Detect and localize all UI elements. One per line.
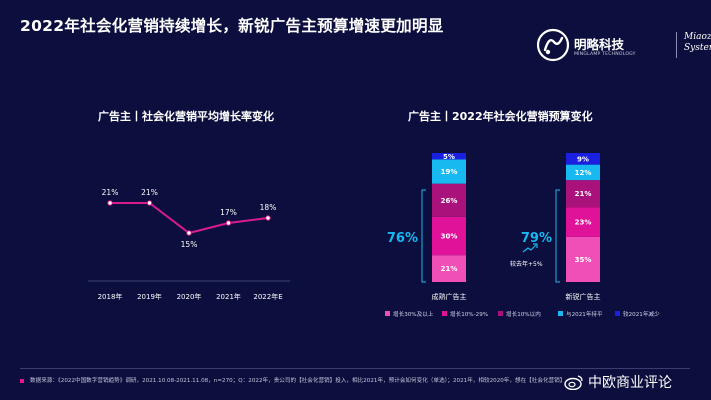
bar-total-label: 79% [521, 231, 552, 246]
total-bracket [555, 189, 560, 283]
bar-segment-label: 30% [441, 233, 458, 241]
watermark-text: 中欧商业评论 [588, 375, 672, 391]
line-data-label: 21% [102, 188, 119, 197]
line-x-tick-label: 2019年 [137, 292, 162, 301]
bar-segment [432, 159, 466, 184]
legend-label: 与2021年持平 [566, 310, 603, 318]
line-chart-title: 广告主丨社会化营销平均增长率变化 [98, 110, 274, 123]
total-bracket [421, 189, 426, 283]
line-point [265, 215, 271, 221]
weibo-icon [564, 375, 583, 390]
bar-segment-label: 35% [575, 256, 592, 264]
line-series [110, 202, 269, 235]
legend-label: 增长10%-29% [450, 310, 488, 318]
logo-en-name: Miaozhen Systems [684, 32, 711, 54]
bar-segment [432, 216, 466, 256]
line-x-tick-label: 2020年 [177, 292, 202, 301]
legend-swatch [615, 311, 620, 316]
bar-segment [566, 153, 600, 165]
bar-total-label: 76% [387, 231, 418, 246]
legend-label: 增长10%以内 [506, 310, 541, 318]
legend-label: 较2021年减少 [623, 310, 660, 318]
logo-cn-subtitle: MINGLAMP TECHNOLOGY [574, 52, 636, 57]
bar-chart-title: 广告主丨2022年社会化营销预算变化 [408, 110, 593, 123]
bar-segment [432, 153, 466, 160]
bar-segment [566, 236, 600, 282]
bar-segment [432, 183, 466, 217]
logo-divider [676, 32, 677, 58]
line-data-label: 21% [141, 188, 158, 197]
line-data-label: 18% [260, 203, 277, 212]
line-data-label: 15% [181, 240, 198, 249]
line-data-label: 17% [220, 208, 237, 217]
bar-segment-label: 26% [441, 197, 458, 205]
bar-category-label: 新锐广告主 [566, 292, 601, 301]
line-x-tick-label: 2021年 [216, 292, 241, 301]
source-footnote: 数据来源：《2022中国数字营销趋势》调研，2021.10.08-2021.11… [20, 376, 620, 384]
slide-title: 2022年社会化营销持续增长，新锐广告主预算增速更加明显 [20, 17, 444, 35]
line-point [146, 200, 153, 206]
bar-segment [566, 164, 600, 181]
trend-arrowhead-icon [533, 243, 538, 248]
line-x-tick-label: 2018年 [98, 292, 123, 301]
legend-swatch [498, 311, 503, 316]
logo-en-line1: Miaozhen [684, 32, 711, 42]
footnote-text: 数据来源：《2022中国数字营销趋势》调研，2021.10.08-2021.11… [30, 378, 566, 384]
growth-annotation: 较去年+5% [510, 260, 543, 268]
bar-segment-label: 19% [441, 168, 458, 176]
bar-segment-label: 12% [575, 169, 592, 177]
line-point [225, 220, 232, 226]
bar-segment-label: 5% [443, 153, 455, 161]
bar-segment [566, 207, 600, 237]
bar-category-label: 成熟广告主 [432, 292, 467, 301]
stacked-bar-chart: 21% 30% 26% 19% 5% 成熟广告主 35% 23% 21% 12% 9% 新锐广告主 76… [387, 153, 601, 301]
legend-swatch [558, 311, 563, 316]
line-point [186, 230, 192, 236]
logo-cn-name: 明略科技 [574, 37, 625, 52]
legend-swatch [385, 311, 390, 316]
line-chart: 21% 2018年 21% 2019年 15% 2020年 17% 2021年 18% 2022年… [88, 188, 290, 301]
bar-segment-label: 21% [441, 265, 458, 273]
bar-chart-legend: 增长30%及以上 增长10%-29% 增长10%以内 与2021年持平 较2021年减少 [385, 310, 660, 318]
bar-segment-label: 9% [577, 155, 589, 163]
minglamp-logo-icon [536, 28, 570, 62]
bar-segment [566, 180, 600, 208]
footer-divider [20, 368, 690, 369]
bar-segment-label: 23% [575, 219, 592, 227]
bar-segment [432, 255, 466, 282]
logo-en-line2: Systems [684, 43, 711, 53]
line-x-tick-label: 2022年E [253, 292, 282, 301]
line-point [107, 200, 113, 206]
bar-segment-label: 21% [575, 190, 592, 198]
legend-swatch [442, 311, 447, 316]
legend-label: 增长30%及以上 [393, 310, 434, 318]
footnote-bullet-icon [20, 378, 24, 383]
trend-up-icon [522, 244, 537, 253]
